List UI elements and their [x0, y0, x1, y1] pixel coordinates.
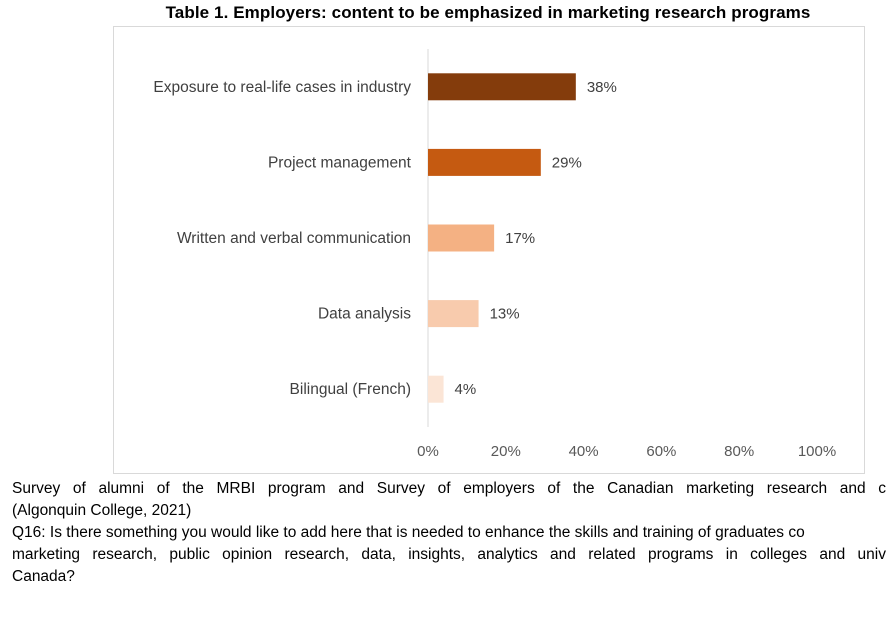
- category-label-2: Project management: [268, 154, 412, 171]
- category-label-5: Bilingual (French): [290, 381, 411, 398]
- bar-5: [428, 375, 444, 403]
- data-label-4: 13%: [490, 306, 520, 323]
- data-label-5: 4%: [455, 381, 477, 398]
- category-label-1: Exposure to real-life cases in industry: [153, 79, 411, 96]
- x-tick-label-1: 0%: [417, 443, 439, 460]
- category-label-4: Data analysis: [318, 306, 411, 323]
- category-label-3: Written and verbal communication: [177, 230, 411, 247]
- data-label-1: 38%: [587, 79, 617, 96]
- bar-chart: Exposure to real-life cases in industry 3…: [153, 49, 836, 460]
- data-label-3: 17%: [505, 230, 535, 247]
- x-tick-label-2: 20%: [491, 443, 521, 460]
- chart-area: Exposure to real-life cases in industry 3…: [113, 26, 865, 474]
- x-tick-label-4: 60%: [646, 443, 676, 460]
- note-survey-source: Survey of alumni of the MRBI program and…: [12, 480, 886, 497]
- note-question-end: Canada?: [12, 568, 75, 585]
- note-citation: (Algonquin College, 2021): [12, 502, 192, 519]
- bar-1: [428, 73, 576, 101]
- x-tick-label-5: 80%: [724, 443, 754, 460]
- x-tick-label-6: 100%: [798, 443, 836, 460]
- data-label-2: 29%: [552, 154, 582, 171]
- note-question-continued: marketing research, public opinion resea…: [12, 546, 886, 563]
- bar-4: [428, 300, 479, 328]
- bar-3: [428, 224, 495, 252]
- bar-2: [428, 148, 541, 176]
- chart-title: Table 1. Employers: content to be emphas…: [165, 3, 811, 22]
- x-tick-label-3: 40%: [569, 443, 599, 460]
- source-notes: Survey of alumni of the MRBI program and…: [12, 478, 886, 588]
- note-question: Q16: Is there something you would like t…: [12, 524, 805, 541]
